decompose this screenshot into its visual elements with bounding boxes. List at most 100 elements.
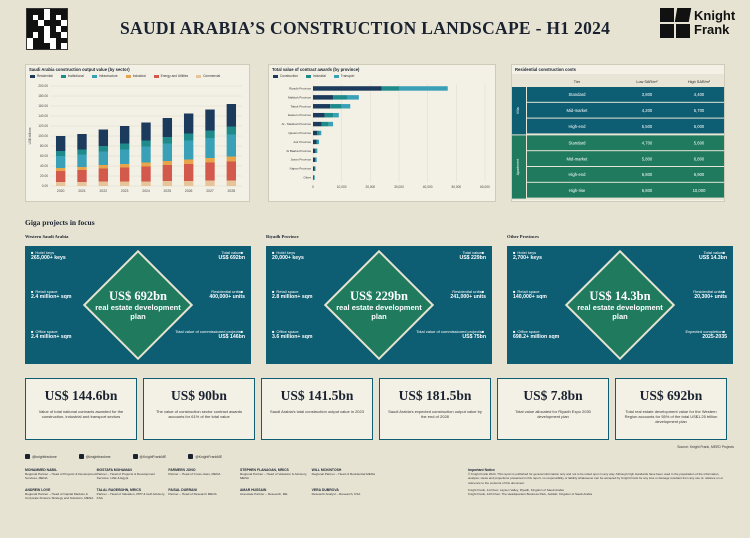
x-tick-label: 2024 [142, 189, 150, 193]
calendar-icon: ■ [240, 328, 243, 334]
contact-role: Associate Partner – Research, ME [239, 492, 288, 496]
office-icon: ■ [272, 328, 275, 334]
logo-text-1: Knight [694, 8, 736, 23]
legend-item: Transport [333, 74, 355, 78]
region-metric: ■ Hotel keys 265,000+ keys [25, 246, 138, 285]
cart-icon: ■ [31, 289, 34, 295]
bar-segment [226, 104, 237, 127]
bar-segment [55, 171, 66, 182]
stat-card: US$ 90bn The value of construction sector… [143, 378, 255, 440]
metric-label: Hotel keys [35, 250, 55, 255]
bar-segment [162, 118, 173, 137]
table-cell: 5,800 [642, 156, 653, 161]
calendar-icon: ■ [481, 328, 484, 334]
bar-segment [77, 167, 87, 170]
social-link[interactable]: @KnightFrankME [188, 454, 222, 459]
costs-panel: Residential construction costs Tier Low S… [511, 64, 725, 202]
bar-segment [119, 181, 130, 186]
bar-segment [55, 168, 66, 171]
bar-segment [77, 134, 87, 150]
bar-segment [119, 167, 130, 182]
y-tick-label: 20.00 [40, 174, 48, 178]
metric-value: 2025-2035 [702, 333, 727, 340]
group-label: Apartment [516, 159, 520, 176]
contact-card: TALAL RAGEBOHN, MRICS Partner – Head of V… [97, 488, 169, 500]
region-metric: ■ Office space 2.4 million+ sqm [25, 325, 138, 364]
plan-value: US$ 229bn [349, 289, 408, 303]
bar-segment [324, 112, 334, 118]
contact-role: Regional Partner – Head of Residential M… [311, 472, 376, 476]
costs-table: Tier Low SAR/m² High SAR/m² Villa Standard 3,… [512, 74, 724, 200]
table-row [527, 135, 724, 151]
bar-segment [98, 165, 109, 169]
metric-label: Total value [703, 250, 723, 255]
contact-card: WILL MCKINTOSH Regional Partner – Head of… [312, 468, 384, 480]
bar-segment [226, 156, 237, 162]
bar-segment [315, 148, 317, 154]
contact-role: Research Analyst – Research, KSA [311, 492, 361, 496]
y-tick-label: 60.00 [40, 154, 48, 158]
bar-segment [119, 164, 130, 168]
qr-code[interactable] [26, 8, 68, 50]
social-link[interactable]: @knightfrankme [78, 454, 111, 459]
y-tick-label: 180.00 [38, 94, 48, 98]
metric-value: US$ 75bn [462, 333, 486, 340]
legend-item: Industrial [125, 74, 146, 78]
bar-segment [77, 182, 87, 186]
legend-swatch [273, 74, 278, 78]
bar-segment [119, 126, 130, 144]
hotel-icon: ■ [272, 250, 275, 255]
table-cell: Mid-market [567, 156, 589, 161]
y-tick-label: Makkah Province [288, 95, 311, 99]
instagram-icon [78, 454, 84, 459]
bar-segment [55, 182, 66, 186]
stat-card: US$ 692bn Total real estate development v… [615, 378, 727, 440]
social-link[interactable]: @KnightFrankME [132, 454, 166, 459]
metric-value: US$ 146bn [218, 333, 245, 340]
bar-segment [98, 151, 109, 165]
plan-label: real estate development plan [95, 303, 181, 321]
table-row [527, 182, 724, 198]
bar-segment [205, 130, 215, 138]
region-card: ■ Hotel keys 265,000+ keys Total value■ US$ … [25, 246, 251, 364]
legend-label: Transport [340, 74, 355, 78]
stat-card: US$ 7.8bn Total value allocated for Riyad… [497, 378, 609, 440]
y-axis-label: US$ billions [28, 127, 32, 144]
bar-segment [183, 140, 194, 160]
logo-mark-icon [660, 8, 692, 38]
social-link[interactable]: @knightfrankme [25, 454, 57, 459]
bar-segment [205, 162, 215, 181]
x-tick-label: 2026 [185, 189, 193, 193]
contact-role: Regional Partner – Head of Valuation & A… [239, 472, 308, 480]
table-cell: Standard [569, 141, 587, 146]
group-label: Villa [516, 107, 520, 114]
bar-segment [98, 146, 109, 152]
social-links: @knightfrankme @knightfrankme @KnightFra… [25, 454, 222, 459]
metric-value: 265,000+ keys [31, 255, 66, 261]
table-cell: High-end [569, 124, 587, 129]
plan-value: US$ 692bn [108, 289, 167, 303]
y-tick-label: Najran Province [290, 167, 312, 171]
metric-label: Retail space [35, 289, 58, 295]
table-cell: 4,700 [642, 141, 653, 146]
bar-segment [347, 95, 359, 100]
stat-value: US$ 90bn [171, 388, 227, 403]
bar-segment [315, 157, 317, 162]
bar-segment [313, 121, 322, 127]
legend-item: Construction [273, 74, 298, 78]
stat-card: US$ 144.6bn Value of total national contr… [25, 378, 137, 440]
legend-label: Construction [280, 74, 298, 78]
table-cell: 6,800 [642, 188, 653, 193]
bar-segment [98, 168, 109, 182]
legend-label: Residential [37, 74, 53, 78]
region-metric: Total value■ US$ 229bn [379, 246, 492, 285]
col-header: High SAR/m² [688, 80, 711, 84]
bar-segment [141, 140, 151, 147]
contact-name: VERA DUBROVA [311, 488, 339, 492]
bar-segment [162, 161, 173, 165]
notice-address-1: Knight Frank, 1st Floor, Laysen Valley, … [468, 487, 564, 492]
legend-swatch [91, 74, 97, 78]
region-heading: Riyadh Province [266, 234, 299, 239]
contact-role: Partner – Head of Cross-class, MENA [168, 472, 221, 476]
